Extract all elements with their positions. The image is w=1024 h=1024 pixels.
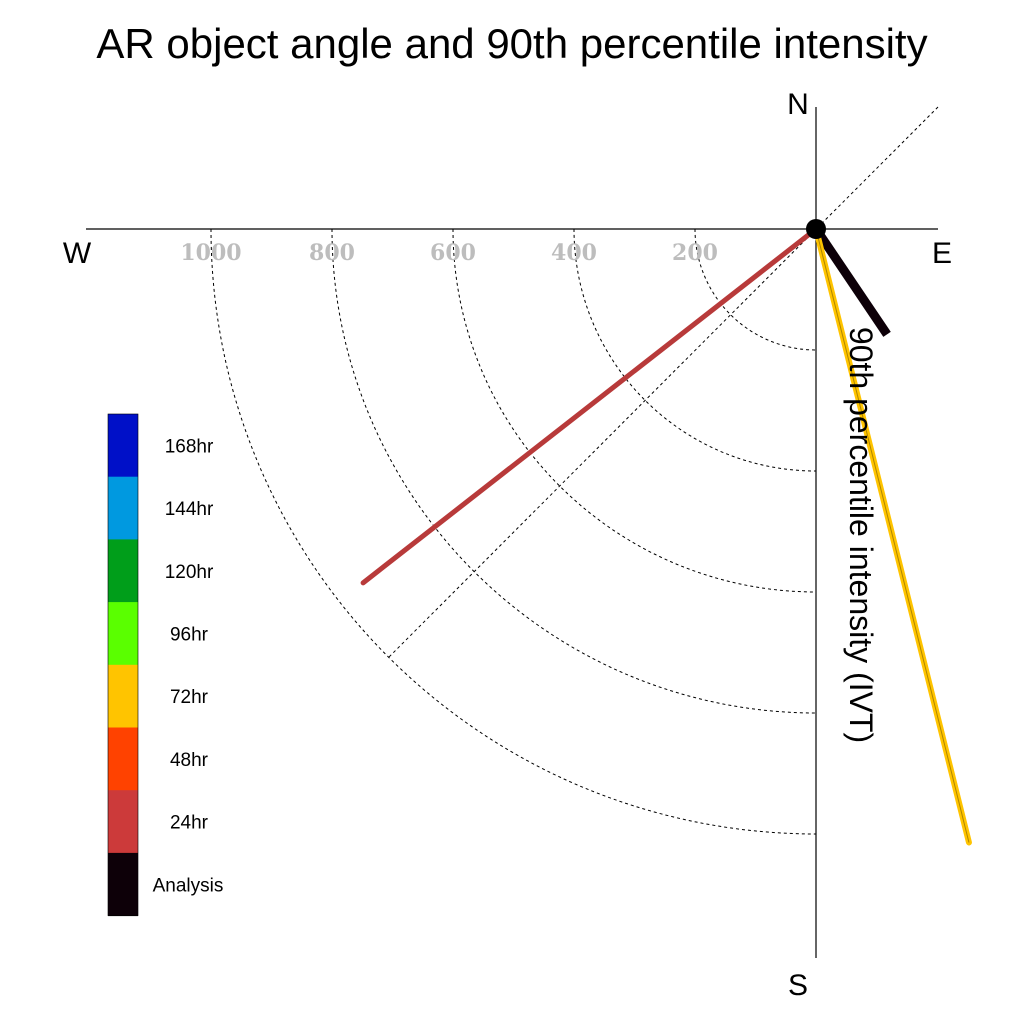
grid-ring bbox=[573, 228, 817, 472]
compass-north-label: N bbox=[787, 88, 809, 121]
legend-label: 120hr bbox=[165, 562, 214, 583]
compass-south-label: S bbox=[788, 969, 808, 1002]
grid-ring bbox=[694, 228, 817, 351]
legend-swatch bbox=[108, 414, 138, 478]
legend-label: 48hr bbox=[170, 750, 209, 771]
vector-analysis bbox=[812, 226, 891, 337]
chart-title: AR object angle and 90th percentile inte… bbox=[96, 20, 927, 67]
legend-swatch bbox=[108, 602, 138, 666]
legend-swatch bbox=[108, 852, 138, 917]
legend-label: 72hr bbox=[170, 687, 209, 708]
legend-label: 168hr bbox=[165, 436, 214, 457]
radial-tick-label: 600 bbox=[430, 240, 476, 266]
radial-tick-label: 400 bbox=[551, 240, 597, 266]
legend-swatch bbox=[108, 790, 138, 854]
grid-ring bbox=[210, 228, 817, 835]
legend-frame bbox=[107, 413, 139, 916]
legend-label: 96hr bbox=[170, 624, 209, 645]
legend-swatch bbox=[108, 664, 138, 728]
grid-ring bbox=[331, 228, 817, 714]
legend-swatch bbox=[108, 539, 138, 603]
legend-swatch bbox=[108, 727, 138, 791]
grid-diagonal bbox=[387, 106, 939, 659]
legend-swatch bbox=[108, 476, 138, 540]
compass-west-label: W bbox=[63, 237, 92, 270]
vector-24hr bbox=[360, 226, 819, 586]
radial-tick-label: 800 bbox=[309, 240, 355, 266]
radial-tick-label: 200 bbox=[672, 240, 718, 266]
vector-series bbox=[360, 219, 972, 846]
radial-tick-label: 1000 bbox=[180, 240, 241, 266]
vector-72hr-core bbox=[815, 228, 970, 843]
legend-label: 144hr bbox=[165, 499, 214, 520]
compass-east-label: E bbox=[932, 237, 952, 270]
legend: 168hr 144hr 120hr 96hr 72hr 48hr 24hr Analysis bbox=[107, 413, 224, 917]
radial-tick-labels: 200 400 600 800 1000 bbox=[180, 240, 718, 266]
compass-axes bbox=[86, 107, 938, 958]
grid-ring bbox=[452, 228, 817, 593]
radial-axis-label: 90th percentile intensity (IVT) bbox=[843, 327, 879, 743]
polar-grid bbox=[210, 106, 939, 835]
legend-label: 24hr bbox=[170, 813, 209, 834]
origin-marker bbox=[806, 219, 826, 239]
legend-label: Analysis bbox=[153, 875, 224, 896]
